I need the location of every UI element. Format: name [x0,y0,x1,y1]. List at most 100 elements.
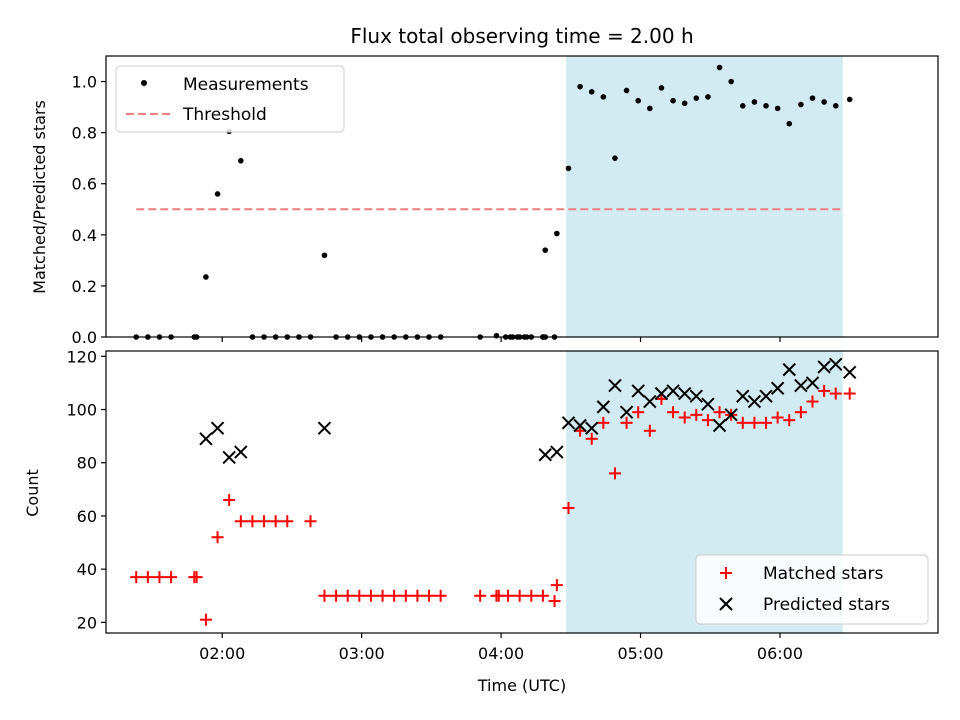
measurement-point [214,191,221,197]
predicted-star-point [596,400,611,414]
measurement-point [588,88,595,95]
matched-star-point [130,571,143,584]
matched-star-point [536,589,549,602]
matched-star-point [829,387,842,400]
measurement-point [542,247,549,253]
bottom-legend: Matched stars Predicted stars [695,554,929,625]
matched-star-point [364,589,377,602]
bottom-y-tick-label: 120 [66,347,97,366]
predicted-star-point [631,384,645,398]
matched-star-point [771,411,784,424]
predicted-star-point [234,445,248,459]
matched-star-point [411,589,424,602]
predicted-star-point [842,365,857,379]
matched-star-point [258,515,271,528]
matched-star-point [783,414,796,427]
x-axis-label: Time (UTC) [477,676,566,695]
bottom-y-tick-label: 80 [77,454,97,473]
predicted-star-point [561,416,576,430]
measurement-point [809,95,816,101]
x-tick-label: 02:00 [199,644,245,663]
measurement-point [705,94,711,100]
matched-star-point [474,589,487,602]
bottom-axes: 20 40 60 80 100 120 02:00 03:00 04:00 05:00 06:00… [23,347,939,695]
matched-star-point [234,515,247,528]
measurement-point [832,103,839,109]
matched-star-point [632,406,645,419]
predicted-star-point [608,378,622,393]
measurement-point [846,96,853,103]
matched-star-point [269,515,282,528]
predicted-star-point [747,394,762,409]
predicted-star-point [677,386,692,401]
top-axes: 0.0 0.2 0.4 0.6 0.8 1.0 Matched/Predicted sta… [30,55,939,347]
matched-star-point [246,515,259,528]
measurement-point [237,157,244,164]
predicted-star-point [538,448,552,462]
legend-predicted-label: Predicted stars [763,595,890,615]
predicted-star-point [550,445,564,459]
chart-title: Flux total observing time = 2.00 h [350,24,693,48]
predicted-star-point [643,394,657,409]
matched-star-point [562,501,575,514]
top-y-tick-label: 0.2 [72,277,97,296]
predicted-star-point [736,389,750,403]
bottom-y-tick-label: 20 [77,613,97,632]
matched-star-point [304,515,317,528]
matched-star-point [713,406,726,419]
top-y-tick-label: 0.8 [72,124,97,143]
predicted-star-point [654,386,669,401]
matched-star-point [376,589,389,602]
measurement-point [554,230,560,237]
measurement-point [763,103,769,109]
predicted-star-point [759,389,773,403]
matched-star-point [341,589,354,602]
top-observing-window [566,56,843,337]
matched-star-point [550,579,563,592]
matched-star-point [806,395,819,408]
matched-star-point [643,424,656,437]
measurement-point [635,97,642,104]
measurement-point [670,97,676,104]
matched-star-point [211,531,224,544]
matched-star-point [608,467,621,480]
predicted-star-point [317,421,332,435]
predicted-star-point [701,397,715,411]
measurement-point [565,165,572,172]
matched-star-point [318,589,331,602]
measurement-point [600,94,607,100]
legend-matched-marker [720,567,732,579]
predicted-star-point [199,432,213,446]
measurement-point [321,252,328,259]
matched-star-point [190,571,203,584]
matched-star-point [794,406,807,419]
matched-star-point [223,493,236,506]
measurement-point [716,64,723,71]
matched-star-point [818,384,831,397]
matched-star-point [748,416,761,429]
measurement-point [623,87,630,94]
measurement-point [798,101,804,108]
x-tick-label: 03:00 [339,644,385,663]
matched-star-point [678,411,691,424]
measurement-point [821,99,827,105]
predicted-star-point [794,378,808,393]
bottom-y-tick-label: 40 [77,560,97,579]
bottom-y-tick-label: 60 [77,507,97,526]
matched-star-point [690,408,703,421]
predicted-star-point [210,421,225,435]
matched-star-point [585,432,598,445]
matched-star-point [330,589,343,602]
measurement-point [612,155,618,161]
matched-star-point [165,571,178,584]
x-tick-label: 06:00 [757,644,803,663]
measurement-point [728,78,734,85]
matched-star-point [281,515,294,528]
x-tick-label: 05:00 [617,644,663,663]
matched-star-point [513,589,526,602]
matched-star-point [843,387,856,400]
matched-star-point [667,406,680,419]
top-y-tick-label: 1.0 [72,73,97,92]
predicted-star-point [619,405,634,419]
